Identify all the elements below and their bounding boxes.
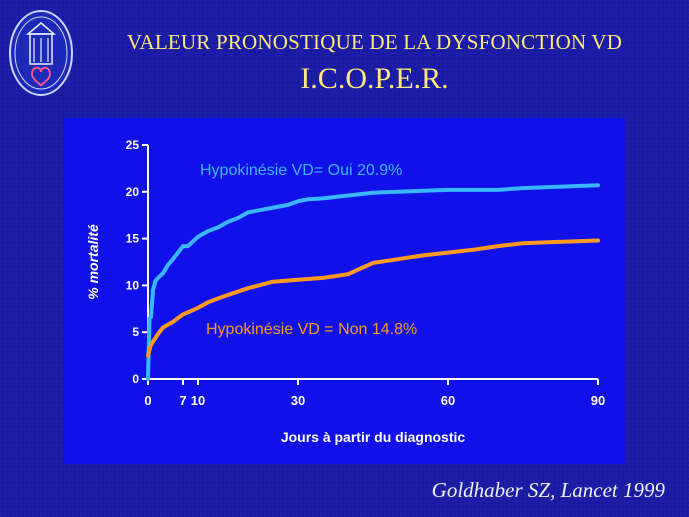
y-tick-label: 20: [126, 185, 140, 199]
x-axis-label: Jours à partir du diagnostic: [281, 429, 466, 445]
slide-title: VALEUR PRONOSTIQUE DE LA DYSFONCTION VD: [126, 30, 623, 54]
institution-logo: [8, 8, 74, 103]
series-line-0: [146, 183, 600, 381]
x-tick-label: 90: [591, 393, 605, 408]
x-tick-label: 30: [291, 393, 305, 408]
y-tick-label: 5: [132, 325, 139, 339]
mortality-chart: 0 5 10 15 20 25 0 7 10 30 60 90 Jours à partir du di…: [85, 138, 605, 445]
y-tick-label: 0: [132, 372, 139, 386]
axes: 0 5 10 15 20 25 0 7 10 30 60 90 Jours à partir du di…: [85, 138, 605, 445]
y-tick-label: 25: [126, 138, 140, 152]
x-tick-label: 10: [191, 393, 205, 408]
x-tick-label: 0: [144, 393, 151, 408]
y-tick-label: 15: [126, 232, 140, 246]
x-tick-label: 7: [179, 393, 186, 408]
series-label-0: Hypokinésie VD= Oui 20.9%: [200, 162, 402, 179]
y-axis-label: % mortalité: [85, 224, 101, 300]
x-tick-label: 60: [441, 393, 455, 408]
series-lines: [146, 183, 600, 381]
series-label-1: Hypokinésie VD = Non 14.8%: [206, 321, 417, 338]
series-line-1: [146, 238, 600, 358]
slide-subtitle: I.C.O.P.E.R.: [300, 62, 449, 95]
chart-panel: 0 5 10 15 20 25 0 7 10 30 60 90 Jours à partir du di…: [64, 118, 625, 464]
y-tick-label: 10: [126, 278, 140, 292]
series-labels: Hypokinésie VD= Oui 20.9% Hypokinésie VD …: [200, 162, 417, 338]
citation: Goldhaber SZ, Lancet 1999: [431, 478, 665, 502]
